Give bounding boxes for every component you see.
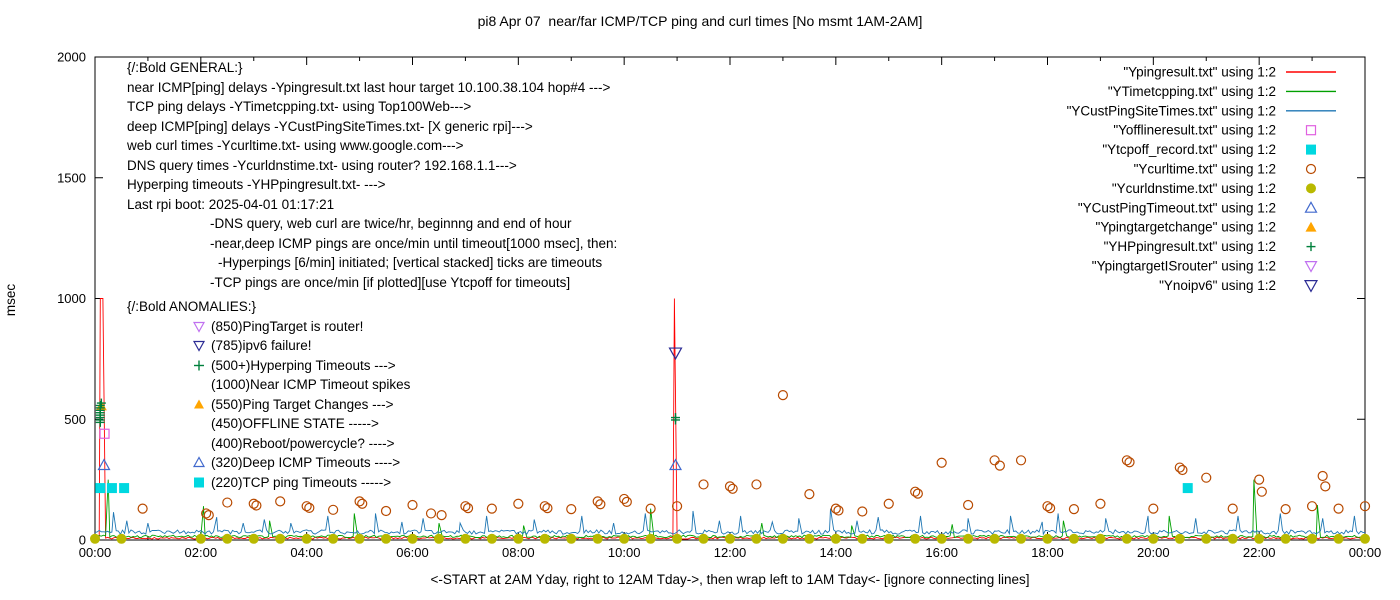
anomaly-row: (850)PingTarget is router!	[192, 319, 363, 334]
general-note-line: web curl times -Ycurltime.txt- using www…	[126, 138, 464, 153]
x-tick-label: 22:00	[1243, 545, 1276, 560]
anomaly-label: (320)Deep ICMP Timeouts ---->	[211, 455, 400, 470]
anomaly-row: (220)TCP ping Timeouts ----->	[194, 475, 391, 490]
anomaly-label: (785)ipv6 failure!	[211, 338, 312, 353]
legend-entry: "YHPpingresult.txt" using 1:2	[1104, 239, 1316, 254]
general-note-line: TCP ping delays -YTimetcpping.txt- using…	[127, 99, 471, 114]
x-tick-label: 00:00	[79, 545, 112, 560]
YCustPingTimeout-series	[97, 458, 683, 471]
Yofflineresult-series	[99, 428, 110, 439]
anomaly-row: (320)Deep ICMP Timeouts ---->	[192, 455, 400, 470]
general-note-line: DNS query times -Ycurldnstime.txt- using…	[127, 158, 517, 173]
legend-label: "YCustPingTimeout.txt" using 1:2	[1078, 200, 1276, 215]
anomaly-row: (550)Ping Target Changes --->	[194, 397, 394, 412]
anomaly-annotations: {/:Bold ANOMALIES:} (850)PingTarget is ro…	[127, 299, 411, 490]
anomaly-label: (400)Reboot/powercycle? ---->	[211, 436, 395, 451]
general-note-line: Last rpi boot: 2025-04-01 01:17:21	[127, 197, 334, 212]
x-tick-label: 08:00	[502, 545, 535, 560]
anomaly-label: (550)Ping Target Changes --->	[211, 397, 394, 412]
legend-label: "Ypingresult.txt" using 1:2	[1123, 65, 1276, 80]
triangle-down-icon	[192, 340, 206, 352]
legend-label: "Ycurltime.txt" using 1:2	[1134, 162, 1276, 177]
Ynoipv6-series	[668, 347, 683, 361]
anomaly-label: (450)OFFLINE STATE ----->	[211, 416, 379, 431]
plus-icon	[194, 360, 204, 371]
x-tick-label: 04:00	[290, 545, 323, 560]
legend-label: "Ycurldnstime.txt" using 1:2	[1112, 181, 1276, 196]
Ycurltime-series	[137, 390, 1371, 521]
anomaly-label: (850)PingTarget is router!	[211, 319, 363, 334]
x-tick-label: 00:00	[1349, 545, 1382, 560]
x-tick-label: 14:00	[820, 545, 853, 560]
x-tick-label: 18:00	[1031, 545, 1064, 560]
legend-entry: "YpingtargetISrouter" using 1:2	[1092, 259, 1318, 274]
chart-title: pi8 Apr 07 near/far ICMP/TCP ping and cu…	[477, 13, 923, 29]
general-note-line: -TCP pings are once/min [if plotted][use…	[210, 275, 570, 290]
general-note-line: -DNS query, web curl are twice/hr, begin…	[210, 216, 572, 231]
general-note-line: -Hyperpings [6/min] initiated; [vertical…	[218, 255, 602, 270]
legend-label: "Ynoipv6" using 1:2	[1159, 278, 1276, 293]
anomalies-header: {/:Bold ANOMALIES:}	[127, 299, 257, 314]
legend-entry: "Yofflineresult.txt" using 1:2	[1113, 123, 1317, 138]
general-note-line: Hyperping timeouts -YHPpingresult.txt- -…	[127, 177, 386, 192]
legend-entry: "Ynoipv6" using 1:2	[1159, 278, 1319, 293]
anomaly-label: (220)TCP ping Timeouts ----->	[211, 475, 391, 490]
general-note-line: {/:Bold GENERAL:}	[127, 60, 243, 75]
legend-entry: "YCustPingSiteTimes.txt" using 1:2	[1067, 103, 1336, 118]
YCustPingSiteTimes-series	[94, 508, 1366, 536]
YHPpingresult-series	[95, 398, 680, 427]
y-tick-label: 500	[64, 412, 86, 427]
general-note-line: deep ICMP[ping] delays -YCustPingSiteTim…	[127, 119, 533, 134]
legend-entry: "YTimetcpping.txt" using 1:2	[1108, 84, 1336, 99]
x-tick-label: 10:00	[608, 545, 641, 560]
legend-label: "Yofflineresult.txt" using 1:2	[1113, 123, 1276, 138]
y-tick-label: 1000	[57, 291, 86, 306]
y-axis-label: msec	[3, 284, 18, 317]
y-tick-label: 0	[79, 533, 86, 548]
anomaly-row: (785)ipv6 failure!	[192, 338, 312, 353]
legend-entry: "Ycurldnstime.txt" using 1:2	[1112, 181, 1316, 196]
triangle-up-icon	[192, 456, 206, 468]
legend-label: "Ytcpoff_record.txt" using 1:2	[1102, 142, 1276, 157]
anomaly-row: (500+)Hyperping Timeouts --->	[194, 358, 396, 373]
legend: "Ypingresult.txt" using 1:2 "YTimetcpping…	[1067, 65, 1336, 293]
triangle-down-icon	[192, 321, 206, 333]
triangle-up-icon	[194, 399, 204, 409]
x-tick-label: 06:00	[396, 545, 429, 560]
legend-label: "Ypingtargetchange" using 1:2	[1096, 220, 1276, 235]
anomaly-row: (1000)Near ICMP Timeout spikes	[211, 377, 411, 392]
y-tick-label: 2000	[57, 50, 86, 65]
x-axis-label: <-START at 2AM Yday, right to 12AM Tday-…	[430, 572, 1030, 587]
legend-entry: "YCustPingTimeout.txt" using 1:2	[1078, 200, 1318, 215]
square-icon	[194, 477, 204, 488]
legend-entry: "Ypingresult.txt" using 1:2	[1123, 65, 1336, 80]
general-note-line: near ICMP[ping] delays -Ypingresult.txt …	[127, 80, 611, 95]
legend-entry: "Ycurltime.txt" using 1:2	[1134, 162, 1317, 177]
x-tick-label: 16:00	[925, 545, 958, 560]
legend-entry: "Ypingtargetchange" using 1:2	[1096, 220, 1317, 235]
x-tick-label: 12:00	[714, 545, 747, 560]
legend-entry: "Ytcpoff_record.txt" using 1:2	[1102, 142, 1316, 157]
x-tick-label: 20:00	[1137, 545, 1170, 560]
legend-label: "YHPpingresult.txt" using 1:2	[1104, 239, 1276, 254]
anomaly-row: (450)OFFLINE STATE ----->	[211, 416, 379, 431]
anomaly-label: (500+)Hyperping Timeouts --->	[211, 358, 396, 373]
x-tick-label: 02:00	[185, 545, 218, 560]
y-tick-label: 1500	[57, 170, 86, 185]
Ycurldnstime-series	[90, 533, 1370, 544]
legend-label: "YpingtargetISrouter" using 1:2	[1092, 259, 1276, 274]
anomaly-row: (400)Reboot/powercycle? ---->	[211, 436, 395, 451]
general-annotations: {/:Bold GENERAL:} near ICMP[ping] delays …	[126, 60, 617, 290]
anomaly-label: (1000)Near ICMP Timeout spikes	[211, 377, 411, 392]
legend-label: "YTimetcpping.txt" using 1:2	[1108, 84, 1276, 99]
Ytcpoff_record-series	[95, 483, 1193, 494]
general-note-line: -near,deep ICMP pings are once/min until…	[210, 236, 617, 251]
legend-label: "YCustPingSiteTimes.txt" using 1:2	[1067, 103, 1276, 118]
